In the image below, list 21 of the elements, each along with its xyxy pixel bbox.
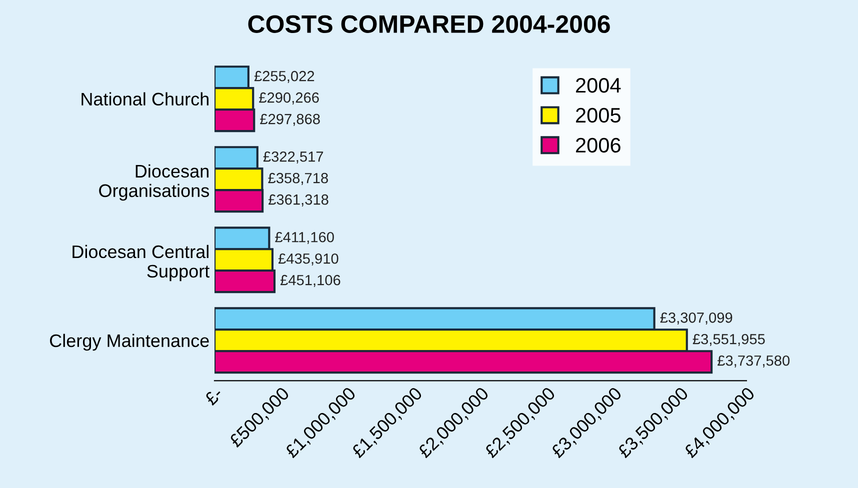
- y-tick-label: National Church: [82, 92, 208, 106]
- legend-label: 2006: [576, 138, 620, 153]
- y-tick-label: Diocesan Central Support: [72, 244, 210, 282]
- data-label: £322,517: [263, 151, 324, 164]
- data-label: £290,266: [259, 92, 319, 104]
- data-label: £3,307,099: [660, 312, 732, 325]
- data-label: £451,106: [280, 274, 340, 287]
- data-label: £435,910: [278, 253, 338, 266]
- data-label: £361,318: [268, 194, 328, 206]
- y-tick-label: Diocesan Organisations: [99, 164, 209, 201]
- chart-title: COSTS COMPARED 2004-2006: [248, 15, 610, 34]
- data-label: £297,868: [260, 114, 320, 126]
- data-label: £3,551,955: [692, 334, 765, 346]
- x-tick-label: £-: [204, 386, 224, 406]
- y-tick-label: Clergy Maintenance: [50, 334, 209, 351]
- legend-label: 2005: [576, 108, 620, 123]
- data-label: £411,160: [275, 232, 334, 244]
- data-label: £3,737,580: [718, 355, 790, 368]
- data-label: £358,718: [268, 172, 328, 185]
- legend-label: 2004: [576, 78, 621, 93]
- data-label: £255,022: [254, 70, 314, 83]
